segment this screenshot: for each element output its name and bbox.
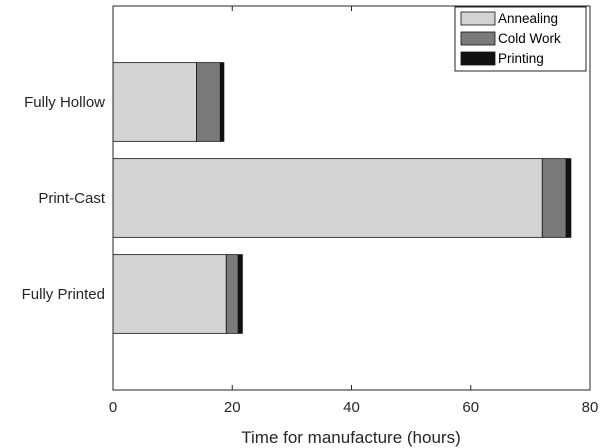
bar-segment-cold-work xyxy=(196,62,221,142)
bars-layer xyxy=(112,62,572,334)
legend-swatch xyxy=(460,51,496,66)
category-labels: Fully Hollow Print-Cast Fully Printed xyxy=(22,94,106,303)
category-label: Fully Printed xyxy=(22,286,105,303)
category-label: Fully Hollow xyxy=(24,94,105,111)
x-axis-label: Time for manufacture (hours) xyxy=(241,428,461,447)
x-tick-label: 60 xyxy=(462,399,479,416)
bar-segment-annealing xyxy=(112,158,543,238)
x-tick-label: 40 xyxy=(343,399,360,416)
legend-label: Annealing xyxy=(498,11,558,26)
x-tick-label: 20 xyxy=(224,399,241,416)
legend: Annealing Cold Work Printing xyxy=(454,6,587,72)
x-tick-label: 0 xyxy=(109,399,117,416)
bar-segment-printing xyxy=(565,158,572,238)
bar-segment-annealing xyxy=(112,62,197,142)
legend-swatch xyxy=(460,11,496,26)
bar-segment-printing xyxy=(219,62,225,142)
bar-segment-cold-work xyxy=(225,254,239,334)
legend-swatch xyxy=(460,31,496,46)
bar-segment-cold-work xyxy=(541,158,567,238)
bar-segment-annealing xyxy=(112,254,227,334)
category-label: Print-Cast xyxy=(38,190,106,207)
bar-segment-printing xyxy=(237,254,243,334)
x-tick-label: 80 xyxy=(582,399,599,416)
legend-label: Cold Work xyxy=(498,31,561,46)
legend-label: Printing xyxy=(498,51,544,66)
